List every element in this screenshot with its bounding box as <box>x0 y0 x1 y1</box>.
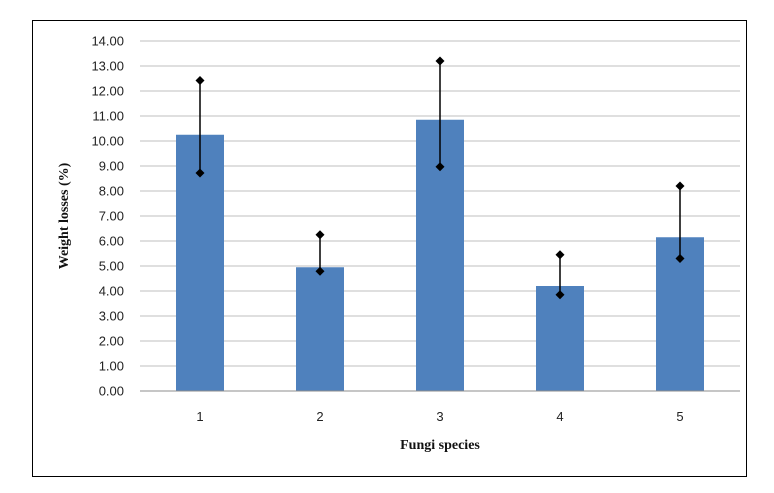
y-tick-label: 1.00 <box>99 359 124 374</box>
y-tick-label: 14.00 <box>91 34 124 49</box>
y-tick-label: 4.00 <box>99 284 124 299</box>
y-tick-label: 8.00 <box>99 184 124 199</box>
x-axis-ticks: 1 2 3 4 5 <box>196 409 683 424</box>
x-tick-label: 4 <box>556 409 563 424</box>
error-bar-marker <box>195 76 205 85</box>
error-bar-marker <box>555 290 565 300</box>
x-tick-label: 1 <box>196 409 203 424</box>
error-bar-marker <box>555 250 565 260</box>
x-tick-label: 3 <box>436 409 443 424</box>
error-bar-marker <box>195 168 205 178</box>
y-tick-label: 3.00 <box>99 309 124 324</box>
y-tick-label: 11.00 <box>92 109 124 124</box>
error-bar-marker <box>315 266 325 276</box>
bar <box>296 267 344 391</box>
x-tick-label: 2 <box>316 409 323 424</box>
chart-frame <box>32 20 747 477</box>
error-bar-marker <box>315 230 325 240</box>
error-bar-marker <box>675 254 685 263</box>
error-bar-marker <box>435 162 445 172</box>
error-bar-marker <box>435 56 445 66</box>
y-tick-label: 6.00 <box>99 234 124 249</box>
y-axis-title: Weight losses (%) <box>57 162 72 269</box>
y-tick-label: 5.00 <box>99 259 124 274</box>
bars <box>176 119 704 391</box>
x-tick-label: 5 <box>676 409 683 424</box>
y-tick-label: 9.00 <box>99 159 124 174</box>
y-tick-label: 7.00 <box>99 209 124 224</box>
x-axis-title: Fungi species <box>400 438 480 453</box>
y-axis-ticks: 0.00 1.00 2.00 3.00 4.00 5.00 6.00 7.00 8.00 9.00… <box>91 34 124 399</box>
y-tick-label: 2.00 <box>99 334 124 349</box>
error-bar-marker <box>675 181 685 191</box>
y-tick-label: 13.00 <box>91 59 124 74</box>
y-tick-label: 12.00 <box>91 84 124 99</box>
y-tick-label: 10.00 <box>91 134 124 149</box>
error-bars <box>195 56 685 300</box>
bar <box>536 286 584 391</box>
y-tick-label: 0.00 <box>99 384 124 399</box>
